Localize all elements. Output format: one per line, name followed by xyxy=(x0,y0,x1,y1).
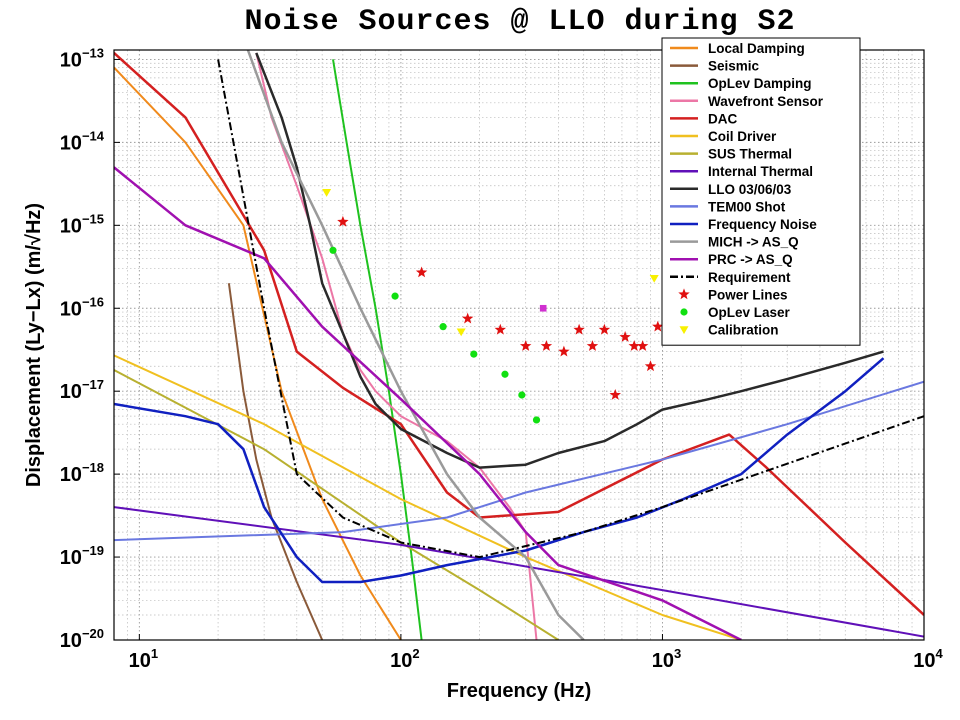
marker-power-lines xyxy=(337,215,349,227)
legend-label-calibration: Calibration xyxy=(708,323,779,338)
series-requirement xyxy=(217,59,924,559)
marker-power-lines xyxy=(619,331,631,342)
marker-power-lines xyxy=(636,340,649,351)
marker-power-lines xyxy=(598,323,611,335)
x-axis-label: Frequency (Hz) xyxy=(447,680,591,702)
legend-label-power-lines: Power Lines xyxy=(708,287,788,302)
series-coil-driver xyxy=(114,354,742,640)
legend-label-frequency-noise: Frequency Noise xyxy=(708,217,817,232)
legend-swatch xyxy=(679,326,689,335)
marker-oplev-laser xyxy=(501,370,509,378)
marker-calibration xyxy=(649,274,659,283)
marker-power-lines xyxy=(462,312,474,324)
y-tick-label: 10−17 xyxy=(60,377,104,403)
legend-label-seismic: Seismic xyxy=(708,59,760,74)
chart-title: Noise Sources @ LLO during S2 xyxy=(244,5,796,39)
legend-label-oplev-damping: OpLev Damping xyxy=(708,76,812,91)
legend-box xyxy=(661,37,861,346)
series-oplev-damping xyxy=(332,59,423,640)
tick-labels: 101 102 103 104 10−13 10−14 10−15 10−16 10−17 10−… xyxy=(60,45,944,672)
marker-oplev-laser xyxy=(391,292,399,300)
legend-swatch xyxy=(680,308,688,316)
marker-oplev-laser xyxy=(329,246,337,254)
marker-oplev-laser xyxy=(470,350,478,358)
marker-calibration xyxy=(456,328,466,337)
marker-oplev-laser xyxy=(518,391,526,399)
legend-label-wavefront-sensor: Wavefront Sensor xyxy=(708,94,824,109)
x-tick-label: 102 xyxy=(390,646,419,672)
y-tick-label: 10−15 xyxy=(60,211,104,237)
marker-power-lines xyxy=(586,340,599,351)
series-mich-as-q xyxy=(246,50,585,640)
x-tick-label: 101 xyxy=(129,646,158,672)
marker-power-lines xyxy=(415,266,428,278)
legend-label-mich-as-q: MICH -> AS_Q xyxy=(708,235,799,250)
marker-group xyxy=(322,189,664,424)
legend-label-coil-driver: Coil Driver xyxy=(708,129,777,144)
series-frequency-noise xyxy=(114,357,885,584)
series-tem00-shot xyxy=(114,380,924,542)
y-tick-label: 10−20 xyxy=(60,626,104,652)
series-prc-as-q xyxy=(114,166,742,640)
marker-power-lines xyxy=(609,389,621,400)
y-tick-label: 10−19 xyxy=(60,543,104,569)
y-axis-label: Displacement (Ly−Lx) (m/√Hz) xyxy=(23,203,45,487)
legend-label-sus-thermal: SUS Thermal xyxy=(708,147,792,162)
series-wavefront-sensor xyxy=(255,52,538,640)
x-tick-label: 104 xyxy=(913,646,943,672)
y-tick-label: 10−14 xyxy=(60,128,105,154)
legend-label-internal-thermal: Internal Thermal xyxy=(708,164,813,179)
marker-unlabeled xyxy=(539,304,547,312)
marker-power-lines xyxy=(652,320,664,332)
series-llo-03-06-03 xyxy=(255,52,884,469)
series-dac xyxy=(114,51,924,616)
legend-label-local-damping: Local Damping xyxy=(708,41,805,56)
series-local-damping xyxy=(114,66,402,640)
series-sus-thermal xyxy=(114,369,559,640)
legend-label-llo-03-06-03: LLO 03/06/03 xyxy=(708,182,792,197)
plot-frame xyxy=(113,49,925,641)
legend-label-tem00-shot: TEM00 Shot xyxy=(708,199,786,214)
marker-power-lines xyxy=(540,340,553,351)
legend-label-dac: DAC xyxy=(708,111,737,126)
marker-power-lines xyxy=(573,323,585,335)
legend-label-prc-as-q: PRC -> AS_Q xyxy=(708,252,793,267)
marker-power-lines xyxy=(644,360,657,372)
marker-power-lines xyxy=(558,345,570,357)
marker-oplev-laser xyxy=(532,416,541,424)
series-internal-thermal xyxy=(114,506,924,638)
marker-power-lines xyxy=(494,323,506,335)
legend-label-requirement: Requirement xyxy=(708,270,791,285)
legend-label-oplev-laser: OpLev Laser xyxy=(708,305,791,320)
marker-oplev-laser xyxy=(439,323,447,331)
marker-power-lines xyxy=(520,340,532,351)
grid xyxy=(113,50,925,641)
legend: Local Damping Seismic OpLev Damping Wavefro… xyxy=(661,37,861,346)
marker-calibration xyxy=(322,189,332,197)
series-seismic xyxy=(227,283,324,640)
y-tick-label: 10−16 xyxy=(60,294,104,320)
y-tick-label: 10−18 xyxy=(60,460,104,486)
x-tick-label: 103 xyxy=(652,646,681,672)
series-group xyxy=(114,50,924,640)
marker-power-lines xyxy=(628,340,640,351)
y-tick-label: 10−13 xyxy=(60,45,104,71)
legend-swatch xyxy=(678,288,690,300)
